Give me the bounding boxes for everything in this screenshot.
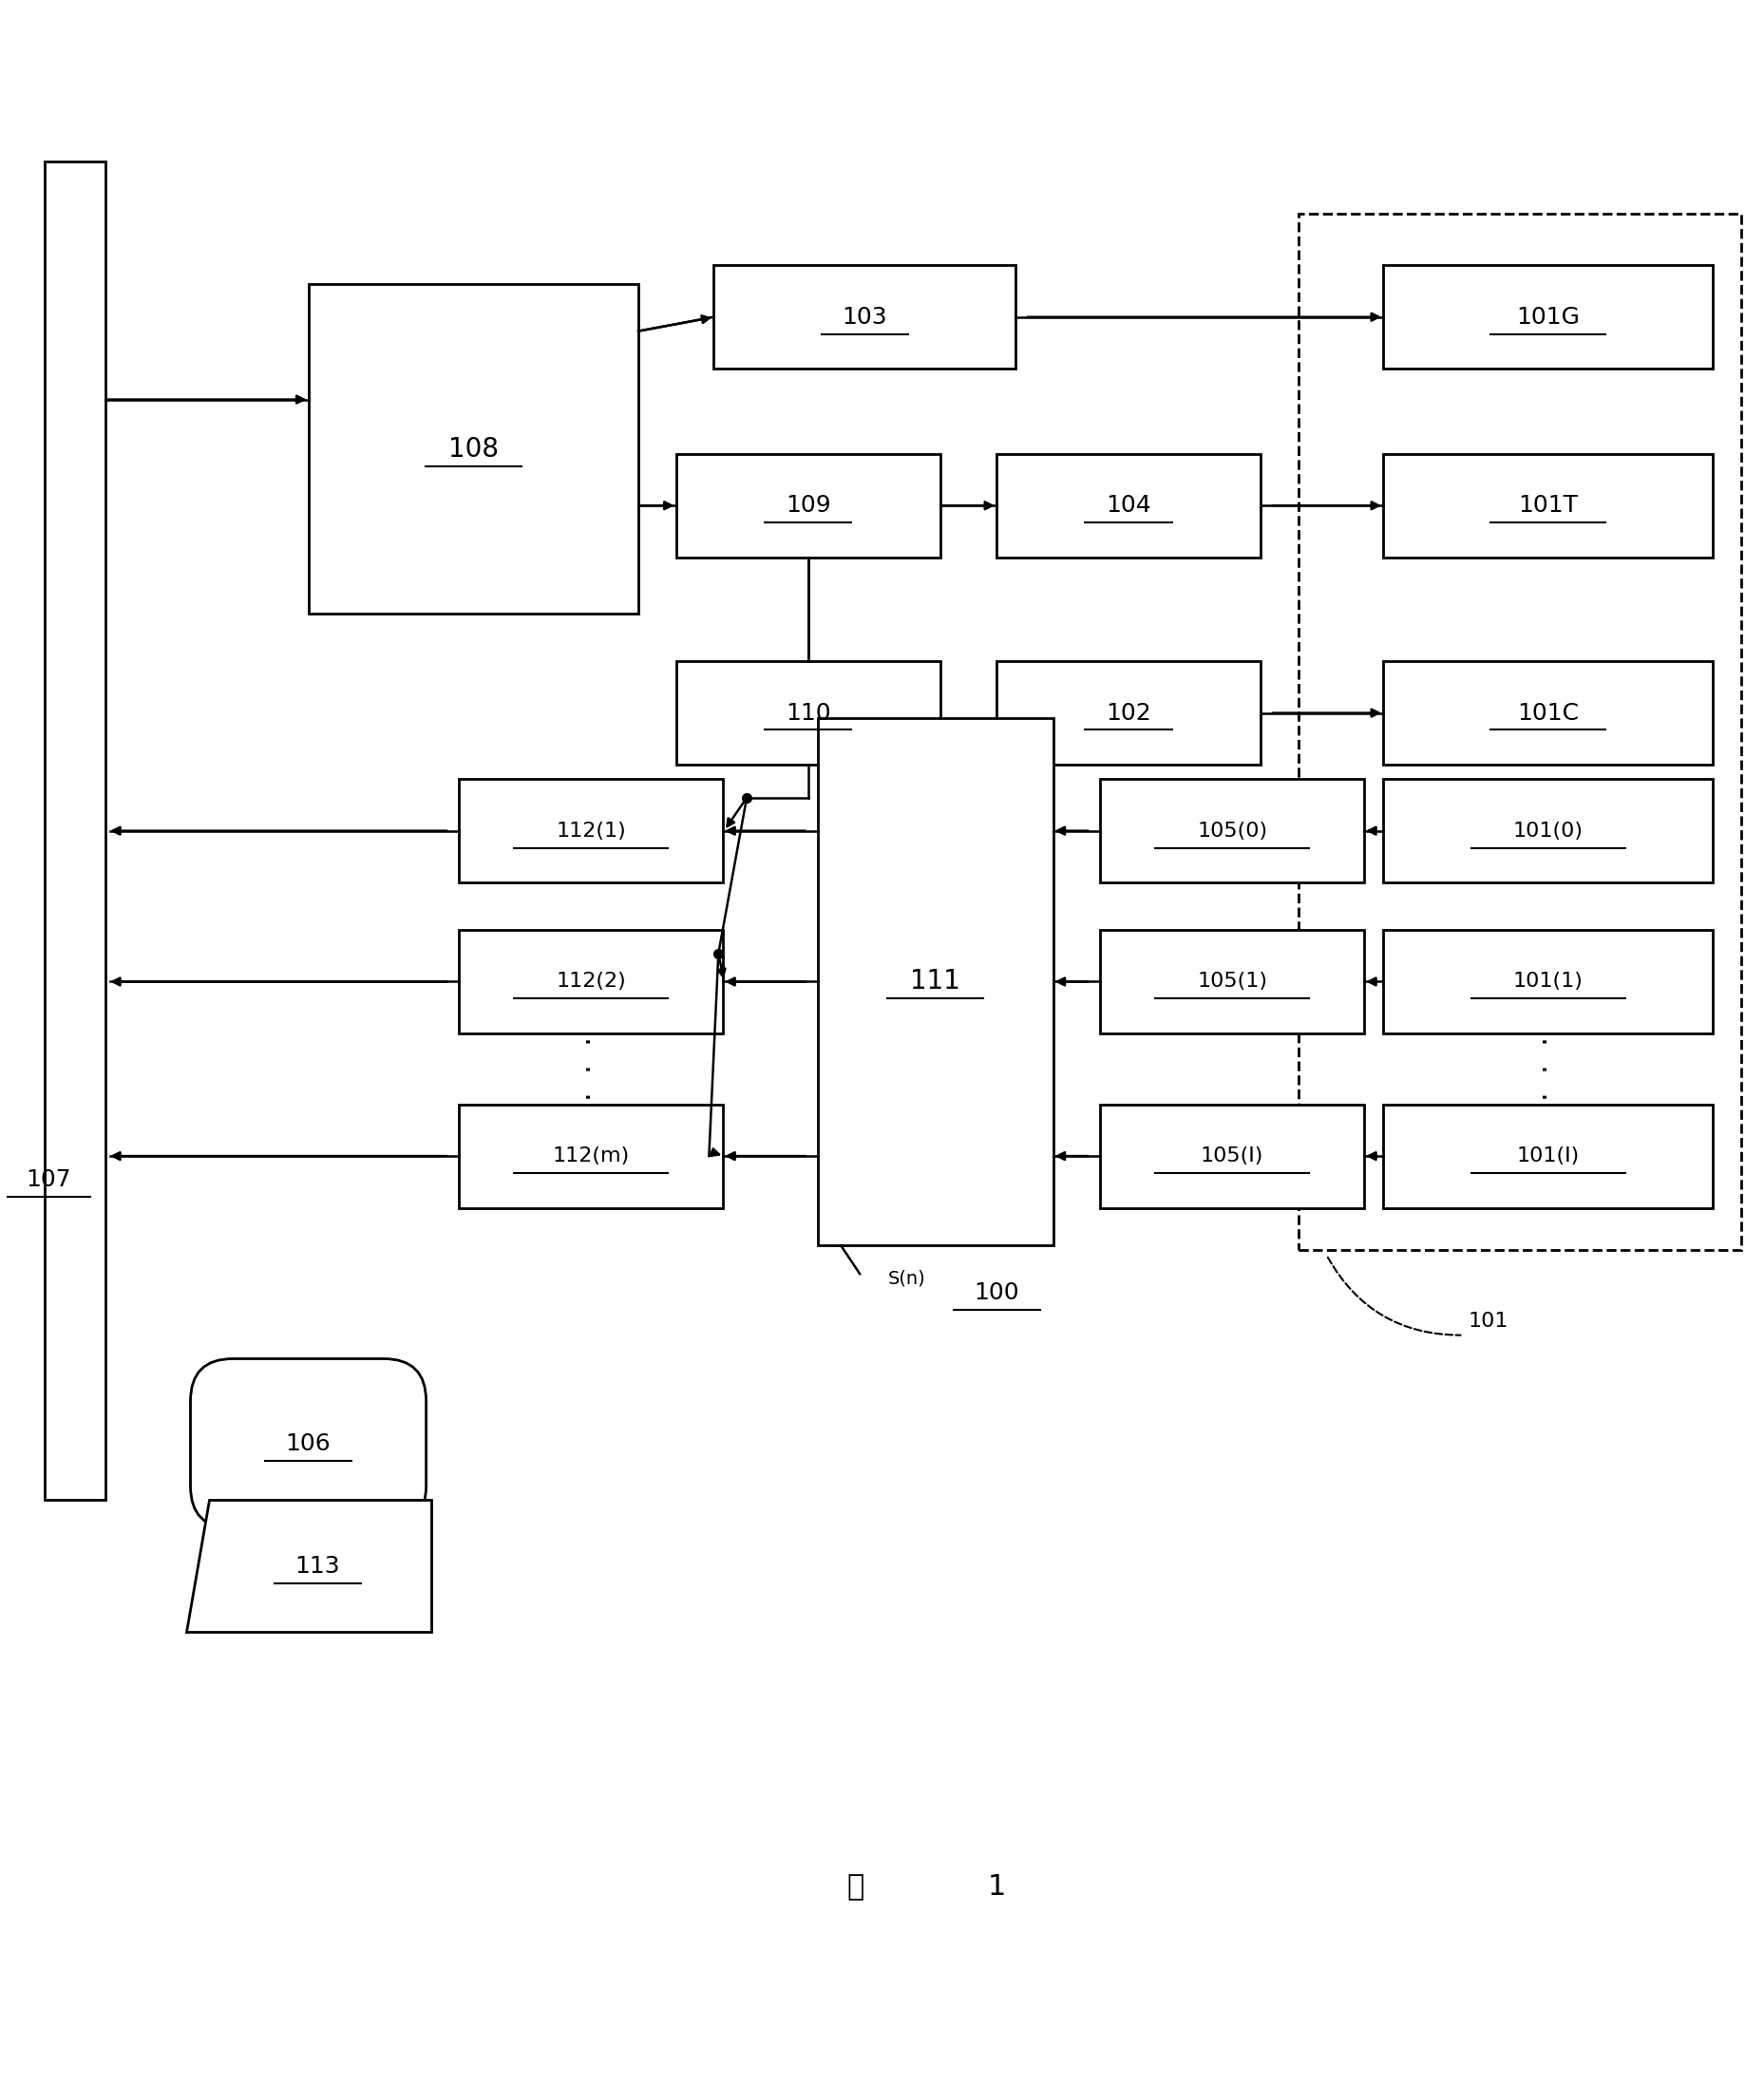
Text: 101T: 101T xyxy=(1517,494,1577,517)
Text: 108: 108 xyxy=(448,435,497,462)
FancyBboxPatch shape xyxy=(191,1358,425,1529)
Text: 101(0): 101(0) xyxy=(1512,821,1582,839)
Polygon shape xyxy=(185,1500,430,1633)
Text: 110: 110 xyxy=(785,702,831,725)
Text: 105(1): 105(1) xyxy=(1196,973,1267,992)
Text: 106: 106 xyxy=(286,1433,332,1456)
Bar xyxy=(1298,212,1741,1250)
Text: 101C: 101C xyxy=(1517,702,1579,725)
Bar xyxy=(713,265,1014,369)
Bar xyxy=(1383,454,1713,558)
Bar xyxy=(1383,929,1713,1033)
Text: 109: 109 xyxy=(785,494,831,517)
Text: 112(2): 112(2) xyxy=(556,973,626,992)
Bar xyxy=(676,660,940,764)
Text: 101(I): 101(I) xyxy=(1515,1146,1579,1166)
Text: 112(1): 112(1) xyxy=(556,821,626,839)
Bar xyxy=(676,454,940,558)
Text: 100: 100 xyxy=(974,1281,1018,1304)
Text: 101: 101 xyxy=(1468,1312,1508,1331)
Text: S(n): S(n) xyxy=(887,1269,926,1287)
Bar xyxy=(997,660,1259,764)
Bar xyxy=(1383,1104,1713,1208)
Text: 113: 113 xyxy=(295,1554,340,1577)
Text: 101(1): 101(1) xyxy=(1512,973,1582,992)
Bar xyxy=(997,454,1259,558)
Text: 104: 104 xyxy=(1106,494,1150,517)
Bar xyxy=(1383,265,1713,369)
Text: 图: 图 xyxy=(847,1873,863,1900)
Bar xyxy=(1099,1104,1364,1208)
Bar xyxy=(1383,779,1713,883)
Bar xyxy=(817,719,1053,1246)
Text: 1: 1 xyxy=(986,1873,1005,1900)
Text: ·  ·  ·: · · · xyxy=(577,1037,605,1102)
Bar xyxy=(1099,929,1364,1033)
Text: 102: 102 xyxy=(1106,702,1150,725)
Bar xyxy=(1383,660,1713,764)
Bar xyxy=(459,779,723,883)
Text: 103: 103 xyxy=(841,306,887,329)
Text: 107: 107 xyxy=(25,1169,71,1191)
Text: 105(I): 105(I) xyxy=(1200,1146,1263,1166)
Bar xyxy=(459,929,723,1033)
Text: 112(m): 112(m) xyxy=(552,1146,630,1166)
Bar xyxy=(459,1104,723,1208)
Bar xyxy=(309,283,639,614)
Text: ·  ·  ·: · · · xyxy=(1533,1037,1561,1102)
Text: 101G: 101G xyxy=(1515,306,1579,329)
Text: 111: 111 xyxy=(910,969,960,996)
Text: 105(0): 105(0) xyxy=(1196,821,1267,839)
Bar xyxy=(44,162,106,1500)
Bar xyxy=(1099,779,1364,883)
